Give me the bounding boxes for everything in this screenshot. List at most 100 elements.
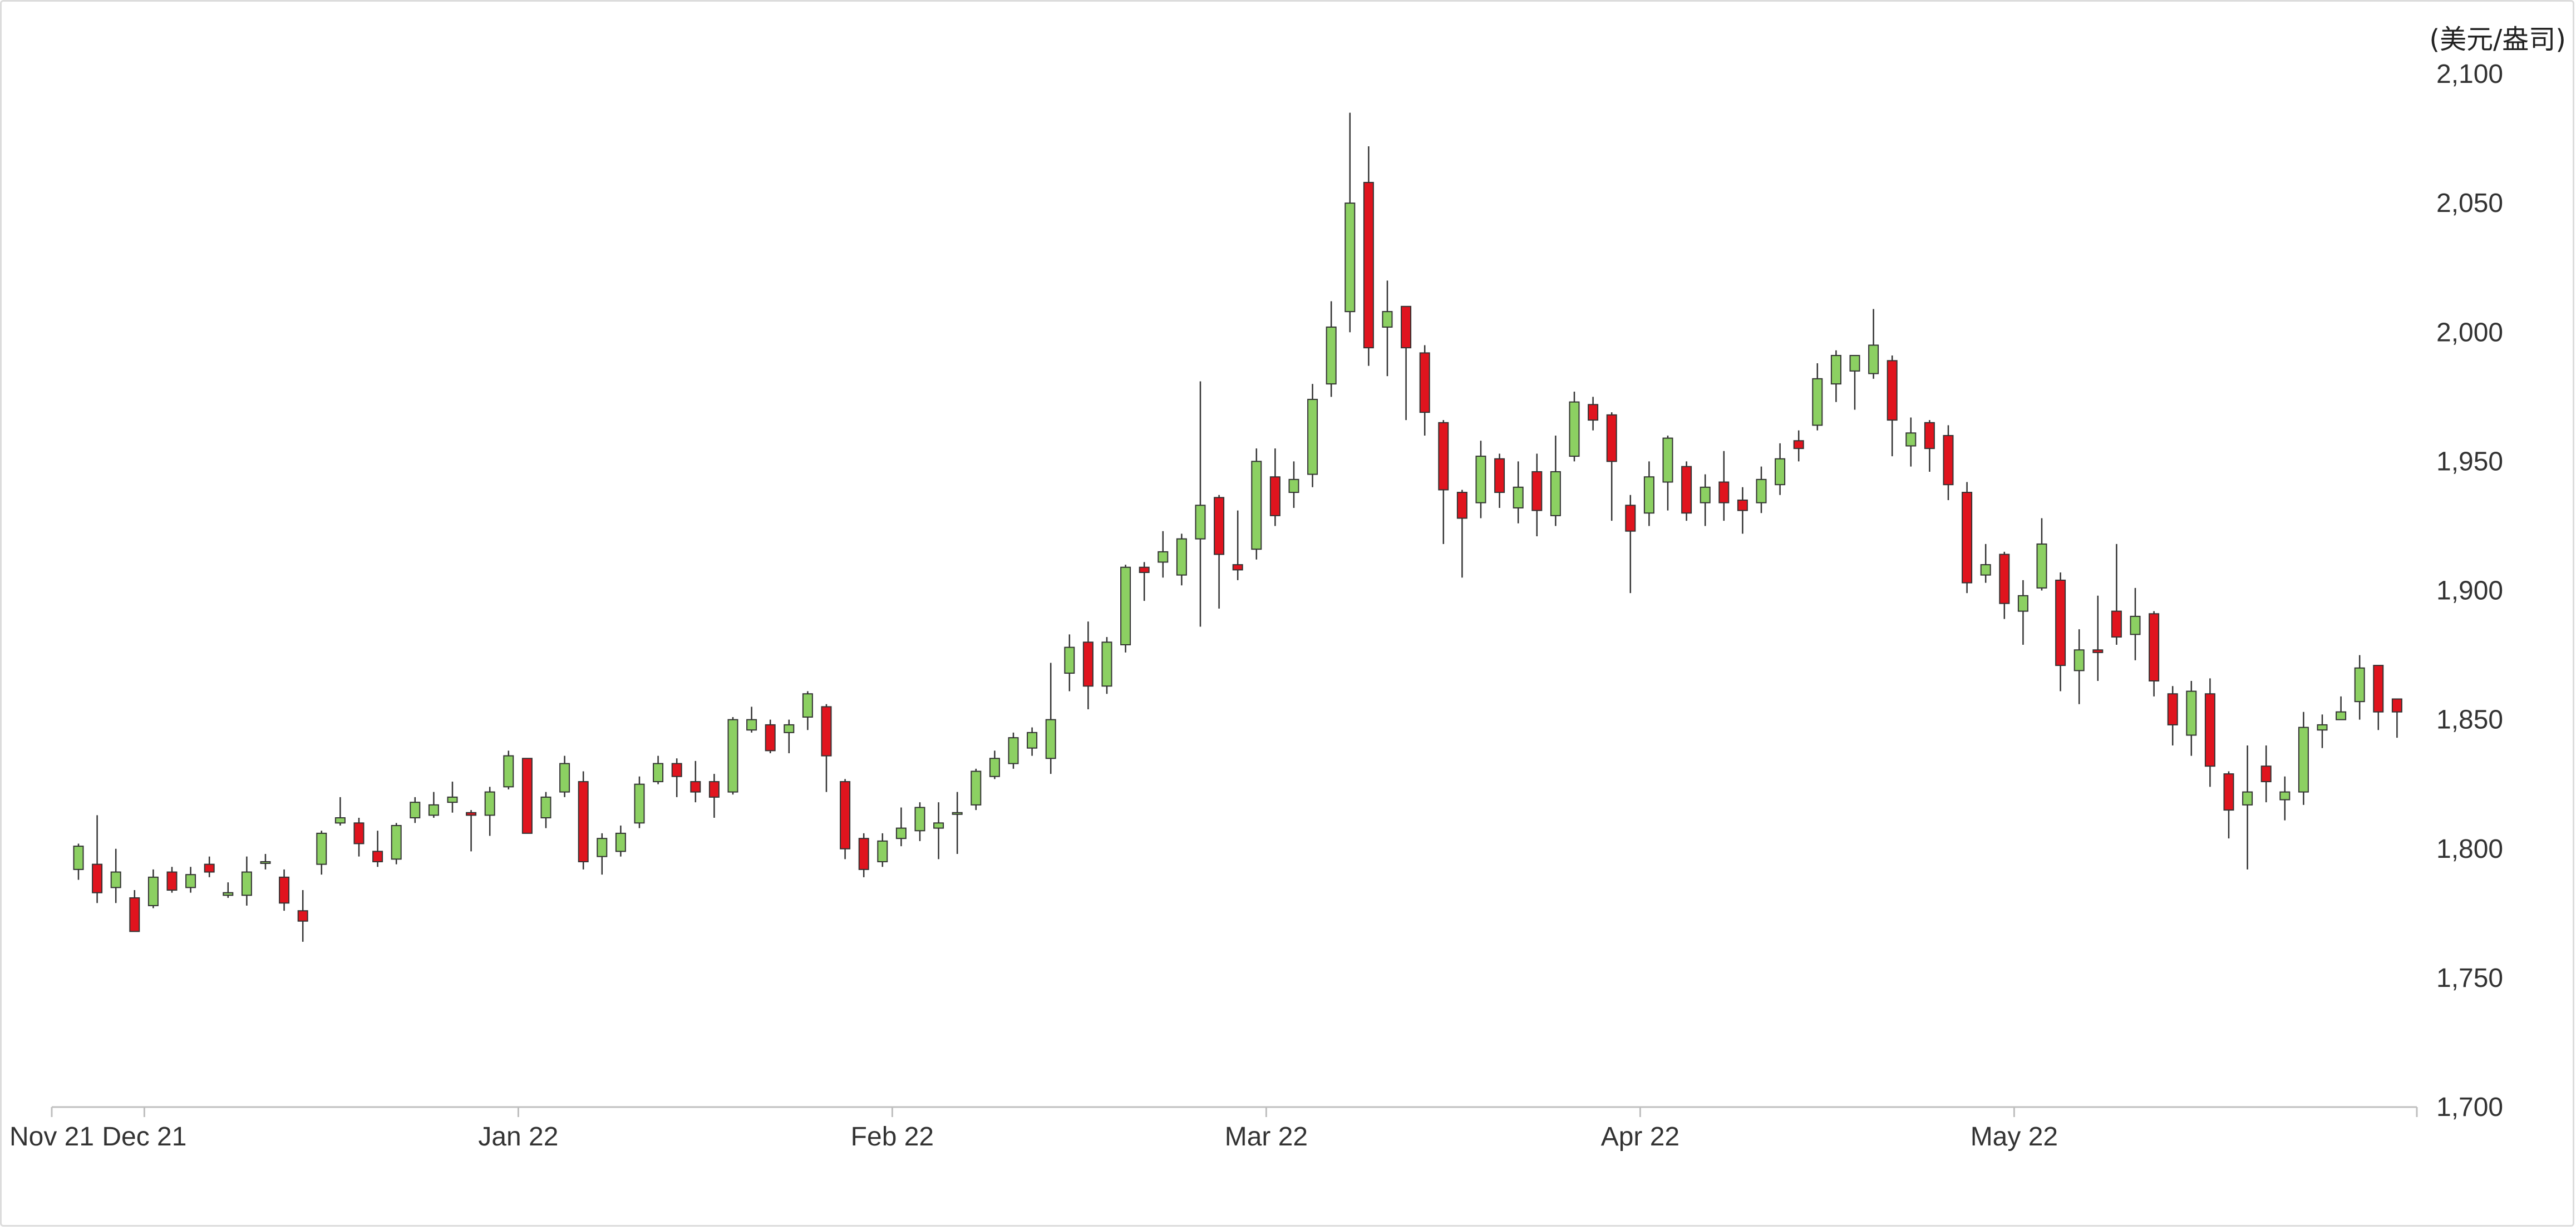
candle-body-down [1269, 476, 1280, 516]
candle-body-up [1775, 458, 1786, 486]
y-tick-label: 1,750 [2436, 964, 2503, 993]
candle-body-down [1887, 360, 1898, 421]
x-tick-label: Feb 22 [851, 1122, 934, 1152]
candle-body-down [1082, 641, 1094, 687]
candle-body-down [858, 838, 869, 870]
candle-body-up [2073, 649, 2085, 671]
candle-body-up [1027, 732, 1038, 749]
candle-body-up [2298, 727, 2309, 793]
candle-body-down [578, 781, 589, 862]
candle-body-down [466, 812, 477, 816]
candle-body-down [1419, 352, 1430, 413]
candle-body-up [428, 804, 439, 816]
x-tick-label: May 22 [1971, 1122, 2058, 1152]
candle-body-down [521, 758, 533, 834]
candle-body-up [1662, 437, 1673, 483]
candle-body-up [73, 846, 84, 870]
labels-layer: (美元/盎司) 2,100 2,050 2,000 1,950 1,900 1,850 1,… [9, 24, 2566, 1152]
candle-body-up [615, 832, 626, 852]
candle-body-down [708, 781, 720, 798]
candle-body-up [1120, 566, 1131, 645]
candle-body-down [297, 910, 308, 922]
candle-body-down [690, 781, 701, 793]
candle-body-down [2223, 773, 2234, 811]
candle-body-up [1756, 478, 1767, 503]
candle-body-down [279, 876, 290, 904]
y-tick-label: 2,100 [2436, 60, 2503, 89]
candle-body-up [933, 822, 944, 829]
candle-body-down [1606, 414, 1617, 462]
candle-body-down [2204, 693, 2215, 767]
candle-body-down [204, 863, 215, 873]
candle-body-up [1643, 476, 1654, 514]
candle-body-up [1195, 505, 1206, 540]
candle-body-up [1980, 564, 1991, 576]
candle-body-down [1943, 434, 1954, 486]
candle-body-up [1382, 311, 1393, 328]
y-tick-label: 1,800 [2436, 834, 2503, 864]
candle-body-up [746, 719, 757, 731]
candle-body-down [2260, 765, 2272, 783]
candle-body-down [840, 781, 851, 849]
candle-body-down [353, 822, 365, 844]
x-tick-label: Apr 22 [1601, 1122, 1679, 1152]
candle-body-up [2279, 791, 2291, 801]
candle-body-down [2055, 579, 2066, 666]
candle-body-down [2111, 610, 2122, 638]
candle-body-down [92, 863, 103, 893]
candle-body-up [1176, 538, 1187, 576]
candles-layer [73, 112, 2402, 942]
candle-body-up [2336, 711, 2347, 720]
candle-body-down [1401, 305, 1412, 349]
candle-body-up [2130, 615, 2141, 635]
candle-body-up [391, 824, 402, 860]
candle-body-up [223, 892, 234, 896]
candle-body-up [2017, 595, 2028, 612]
candle-body-down [1456, 492, 1467, 519]
candle-body-up [1475, 456, 1486, 503]
candle-body-up [540, 796, 551, 819]
candle-body-up [1868, 344, 1879, 374]
candle-body-up [1830, 355, 1841, 385]
candle-body-up [989, 758, 1000, 777]
candle-body-up [110, 871, 121, 888]
candle-body-down [1531, 471, 1543, 511]
candle-body-up [1064, 646, 1075, 674]
candle-body-up [484, 791, 495, 816]
x-tick-label: Dec 21 [102, 1122, 186, 1152]
candle-body-up [447, 796, 458, 803]
candle-body-up [1288, 478, 1299, 493]
candle-body-down [2373, 665, 2384, 713]
candle-body-down [1214, 497, 1225, 555]
candle-body-up [1513, 486, 1524, 508]
candle-body-up [1905, 432, 1917, 447]
candle-body-down [1232, 564, 1243, 571]
candle-body-down [1793, 440, 1804, 449]
candle-body-up [784, 724, 795, 733]
candle-body-up [634, 783, 645, 824]
candle-body-up [1700, 486, 1711, 503]
candle-body-up [802, 693, 813, 718]
candle-body-down [1962, 492, 1973, 584]
candle-body-down [1588, 404, 1599, 421]
candle-body-up [316, 832, 327, 865]
candle-body-down [765, 724, 776, 752]
candle-body-up [2317, 724, 2328, 731]
y-tick-label: 2,000 [2436, 318, 2503, 347]
candle-body-up [147, 876, 159, 906]
candle-body-down [1625, 505, 1636, 532]
candle-body-up [653, 763, 664, 783]
candle-body-up [952, 812, 963, 815]
candle-body-down [2167, 693, 2178, 725]
candle-body-up [971, 770, 982, 806]
y-tick-label: 1,700 [2436, 1093, 2503, 1122]
candle-body-up [503, 755, 514, 788]
candle-body-down [1924, 422, 1935, 449]
candle-body-down [1681, 466, 1692, 514]
candle-body-up [1251, 461, 1262, 550]
candle-body-up [334, 817, 346, 824]
axis-layer [51, 1106, 2418, 1117]
candle-body-down [671, 763, 682, 777]
candle-body-up [241, 871, 252, 896]
